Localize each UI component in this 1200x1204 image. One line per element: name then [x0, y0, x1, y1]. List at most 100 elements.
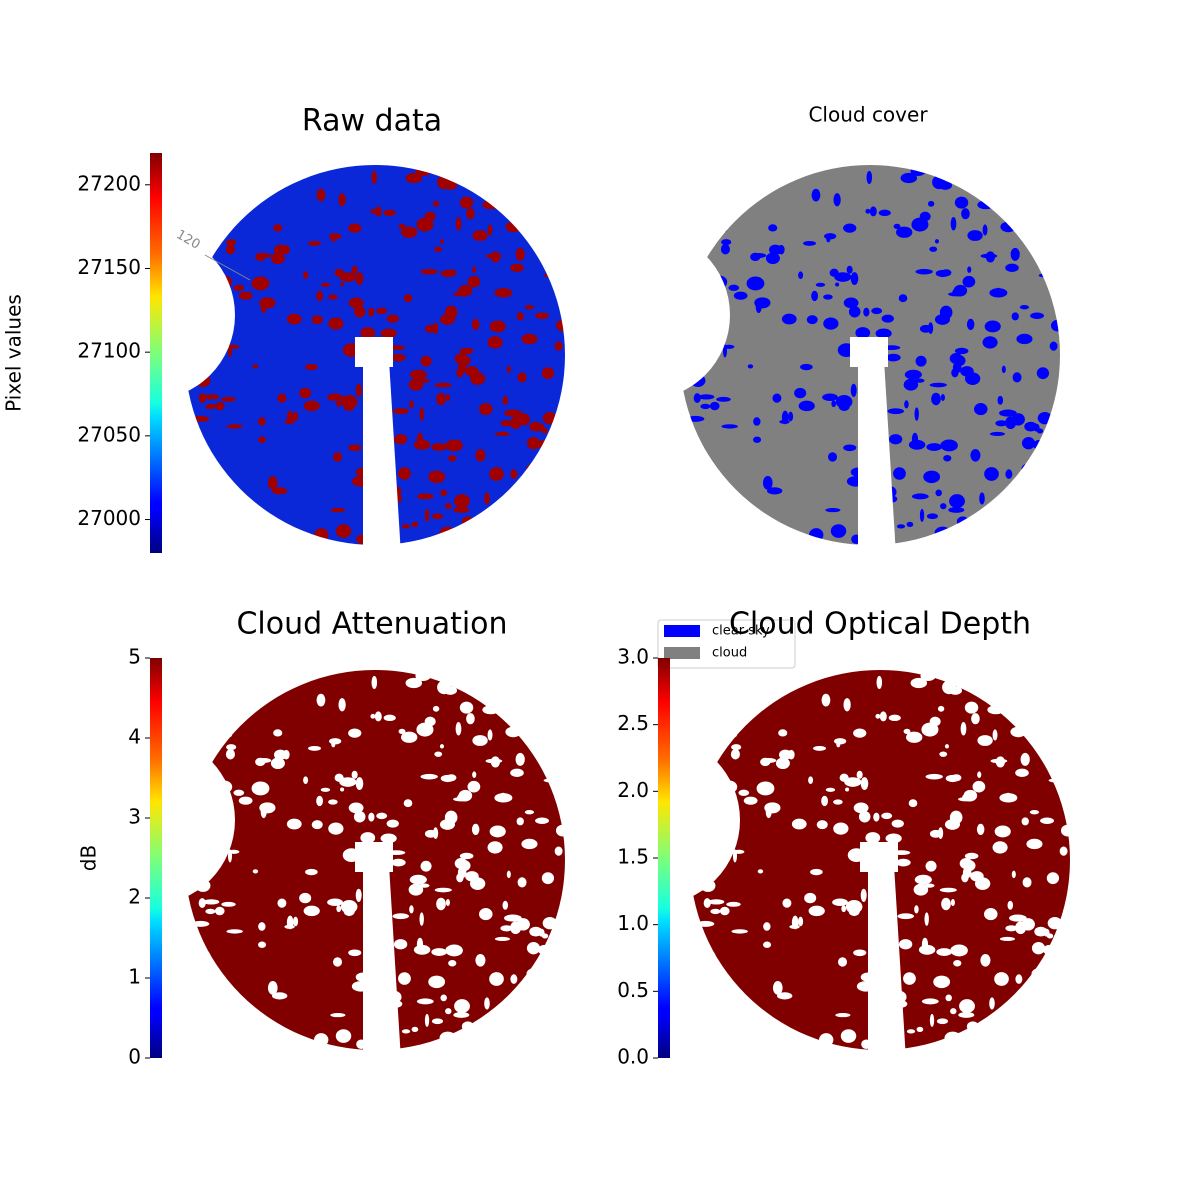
cloud-spot [489, 320, 506, 333]
cloud-spot [336, 905, 342, 913]
cloud-spot [190, 729, 205, 742]
cloud-spot [544, 464, 558, 475]
cloud-spot [439, 239, 445, 244]
cloud-spot [998, 672, 1015, 684]
cloud-spot [409, 905, 414, 914]
cloud-spot [510, 263, 524, 272]
cloud-spot [555, 238, 569, 248]
cloud-spot [351, 770, 358, 779]
cloud-spot [190, 983, 208, 992]
cloud-spot [835, 1013, 851, 1018]
cloud-spot [890, 978, 901, 985]
cloud-spot [437, 175, 452, 190]
cloud-spot [373, 890, 387, 900]
cloud-spot [383, 209, 396, 217]
cloud-spot [887, 408, 905, 415]
cloud-spot [398, 972, 411, 985]
cloud-spot [391, 353, 406, 362]
cloud-spot [966, 1021, 979, 1032]
cloud-spot [270, 757, 285, 770]
cloud-spot [203, 681, 209, 693]
cloud-spot [431, 948, 448, 956]
cloud-spot [753, 436, 762, 443]
image-background [680, 660, 1080, 1060]
cloud-spot [445, 899, 450, 907]
cloud-spot [950, 899, 955, 907]
cloud-spot [386, 314, 399, 323]
cloud-spot [446, 269, 457, 277]
cloud-spot [469, 877, 486, 890]
cloud-spot [1033, 439, 1045, 451]
cloud-spot [716, 782, 729, 791]
cloud-spot [977, 735, 993, 746]
cloud-spot [878, 209, 891, 217]
cloud-spot [340, 282, 345, 287]
cloud-spot [403, 294, 413, 303]
cloud-spot [850, 272, 859, 285]
colorbar-tick-label: 0 [128, 1045, 141, 1069]
cloud-spot [693, 878, 698, 888]
colorbar-tick-label: 27200 [77, 171, 141, 195]
cloud-spot [373, 385, 387, 395]
cloud-spot [1037, 411, 1053, 425]
cloud-spot [398, 728, 406, 734]
cloud-spot [906, 1029, 916, 1034]
cloud-spot [980, 954, 991, 967]
cloud-spot [730, 748, 740, 760]
cloud-spot [334, 268, 344, 277]
cloud-spot [956, 516, 969, 527]
cloud-spot [914, 905, 919, 914]
cloud-spot [695, 729, 710, 742]
cloud-spot [374, 206, 382, 217]
cloud-spot [252, 364, 259, 369]
cloud-spot [875, 713, 881, 719]
cloud-spot [839, 773, 849, 782]
cloud-spot [871, 307, 883, 315]
cloud-spot [925, 860, 937, 872]
cloud-spot [195, 879, 211, 892]
cloud-spot [903, 972, 916, 985]
cloud-spot [555, 743, 569, 753]
cloud-spot [1019, 305, 1030, 310]
cloud-spot [736, 712, 747, 717]
cloud-spot [870, 996, 884, 1003]
cloud-spot [962, 275, 976, 288]
cloud-spot [876, 675, 883, 690]
cloud-spot [500, 420, 513, 427]
colorbar-tick-label: 27000 [77, 506, 141, 530]
cloud-spot [475, 449, 486, 462]
cloud-spot [198, 833, 211, 844]
cloud-spot [461, 516, 474, 527]
cloud-spot [959, 999, 975, 1014]
cloud-spot [940, 394, 945, 402]
cloud-spot [1009, 914, 1027, 922]
cloud-spot [197, 250, 205, 256]
cloud-spot [980, 253, 998, 259]
cloud-spot [489, 972, 504, 986]
cloud-spot [180, 440, 190, 447]
cloud-spot [226, 239, 237, 246]
cloud-spot [800, 363, 813, 371]
cloud-spot [733, 181, 745, 190]
cloud-spot [873, 812, 880, 822]
cloud-spot [850, 383, 857, 397]
cloud-spot [541, 872, 555, 885]
cloud-spot [982, 336, 998, 349]
cloud-spot [726, 207, 737, 212]
cloud-spot [420, 773, 438, 780]
cloud-spot [886, 353, 901, 362]
cloud-spot [923, 470, 941, 484]
cloud-spot [190, 478, 208, 487]
cloud-spot [238, 291, 253, 300]
cloud-spot [188, 373, 193, 383]
cloud-spot [224, 227, 232, 233]
cloud-spot [791, 818, 807, 830]
cloud-spot [409, 369, 427, 380]
cloud-spot [860, 777, 869, 790]
cloud-spot [440, 994, 447, 1002]
cloud-spot [966, 318, 975, 331]
cloud-spot [415, 166, 431, 177]
cloud-spot [456, 873, 464, 883]
cloud-spot [544, 695, 551, 700]
cloud-spot [466, 170, 475, 180]
